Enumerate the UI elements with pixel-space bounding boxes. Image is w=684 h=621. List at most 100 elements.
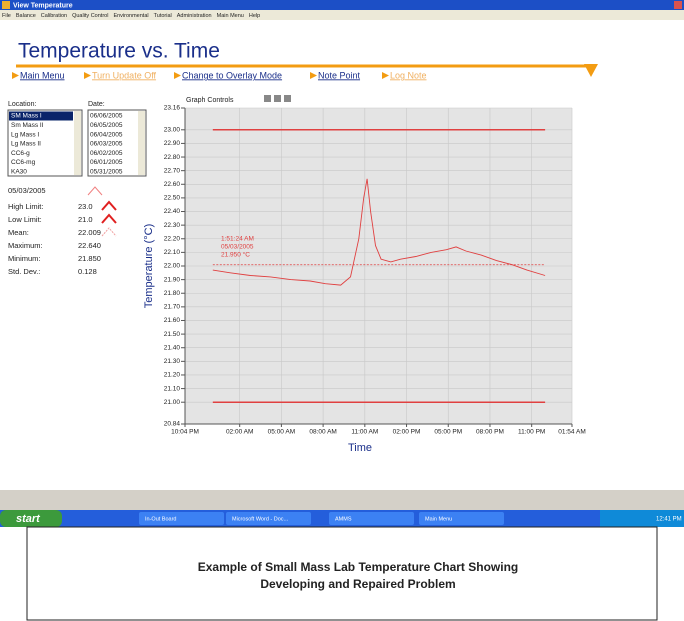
x-tick-label: 05:00 PM	[434, 429, 462, 436]
list-item[interactable]: Lg Mass I	[11, 131, 39, 138]
y-tick-label: 21.70	[164, 304, 181, 311]
location-list[interactable]	[7, 109, 83, 177]
temperature-line	[212, 178, 546, 286]
x-tick-label: 01:54 AM	[558, 429, 585, 436]
list-item[interactable]: Sm Mass II	[11, 122, 44, 129]
stat-label: Minimum:	[8, 254, 41, 263]
link-arrow	[382, 72, 389, 79]
x-tick-label: 05:00 AM	[268, 429, 295, 436]
title-bar	[0, 0, 684, 10]
y-tick-label: 21.40	[164, 344, 181, 351]
page-title: Temperature vs. Time	[18, 40, 220, 63]
y-tick-label: 22.00	[164, 263, 181, 270]
graph-control-button[interactable]	[274, 95, 281, 102]
y-tick-label: 21.60	[164, 317, 181, 324]
x-tick-label: 02:00 AM	[226, 429, 253, 436]
list-item[interactable]: 06/02/2005	[90, 150, 123, 157]
date-list[interactable]	[87, 109, 147, 177]
list-item[interactable]: KA30	[11, 169, 27, 176]
menu-item[interactable]: Administration	[177, 13, 212, 19]
y-tick-label: 22.90	[164, 140, 181, 147]
list-item[interactable]: 05/31/2005	[90, 169, 123, 176]
y-tick-label: 21.10	[164, 385, 181, 392]
scrollbar[interactable]	[74, 111, 81, 175]
y-tick-label: 21.30	[164, 358, 181, 365]
nav-link[interactable]: Change to Overlay Mode	[182, 70, 282, 80]
scrollbar[interactable]	[138, 111, 145, 175]
stat-label: Maximum:	[8, 241, 43, 250]
y-axis-label: Temperature (°C)	[143, 224, 155, 308]
list-item[interactable]: 06/06/2005	[90, 113, 123, 120]
list-item[interactable]: CC6-g	[11, 150, 30, 157]
app-footer	[0, 490, 684, 510]
stat-label: Mean:	[8, 228, 29, 237]
list-item[interactable]: Lg Mass II	[11, 141, 41, 148]
annotation: 05/03/2005	[221, 244, 254, 251]
y-tick-label: 22.30	[164, 222, 181, 229]
list-item[interactable]: 06/01/2005	[90, 159, 123, 166]
menu-item[interactable]: Balance	[16, 13, 36, 19]
caption-box	[26, 526, 658, 621]
nav-link[interactable]: Log Note	[390, 70, 427, 80]
x-tick-label: 02:00 PM	[393, 429, 421, 436]
nav-link[interactable]: Note Point	[318, 70, 361, 80]
stat-value: 21.850	[78, 254, 101, 263]
close-button[interactable]	[674, 1, 682, 9]
menu-item[interactable]: Tutorial	[154, 13, 172, 19]
annotation: 1:51:24 AM	[221, 236, 254, 243]
stat-value: 21.0	[78, 215, 93, 224]
start-button[interactable]	[0, 510, 62, 527]
x-axis-label: Time	[348, 442, 372, 454]
graph-control-button[interactable]	[264, 95, 271, 102]
stats-date: 05/03/2005	[8, 186, 46, 195]
y-tick-label: 22.10	[164, 249, 181, 256]
y-tick-label: 22.20	[164, 235, 181, 242]
list-item[interactable]: 06/03/2005	[90, 141, 123, 148]
y-tick-label: 21.90	[164, 276, 181, 283]
y-tick-label: 21.20	[164, 372, 181, 379]
task-button[interactable]	[139, 512, 224, 525]
y-tick-label: 21.80	[164, 290, 181, 297]
y-tick-label: 22.60	[164, 181, 181, 188]
y-tick-label: 23.00	[164, 127, 181, 134]
list-item[interactable]: CC6-mg	[11, 159, 36, 166]
list-item[interactable]: SM Mass I	[11, 113, 42, 120]
stat-label: Low Limit:	[8, 215, 42, 224]
location-label: Location:	[8, 101, 36, 108]
menu-item[interactable]: Main Menu	[217, 13, 244, 19]
tray	[600, 510, 684, 527]
list-item[interactable]: 06/05/2005	[90, 122, 123, 129]
x-tick-label: 11:00 AM	[351, 429, 378, 436]
link-arrow	[174, 72, 181, 79]
graph-control-button[interactable]	[284, 95, 291, 102]
menu-item[interactable]: Calibration	[41, 13, 67, 19]
task-button[interactable]	[329, 512, 414, 525]
annotation: 21.950 °C	[221, 251, 250, 259]
y-tick-label: 22.40	[164, 208, 181, 215]
y-tick-label: 22.80	[164, 154, 181, 161]
x-tick-label: 08:00 AM	[309, 429, 336, 436]
wave-icon	[101, 227, 117, 237]
menu-item[interactable]: Environmental	[113, 13, 148, 19]
y-tick-label: 22.50	[164, 195, 181, 202]
menu-item[interactable]: File	[2, 13, 11, 19]
nav-link[interactable]: Turn Update Off	[92, 70, 157, 80]
task-label: In-Out Board	[145, 516, 177, 522]
task-button[interactable]	[226, 512, 311, 525]
stat-value: 0.128	[78, 267, 97, 276]
menu-item[interactable]: Help	[249, 13, 260, 19]
selected-row	[9, 111, 73, 121]
task-label: Microsoft Word - Doc...	[232, 516, 289, 522]
wave-icon	[101, 213, 117, 224]
nav-link[interactable]: Main Menu	[20, 70, 65, 80]
task-button[interactable]	[419, 512, 504, 525]
y-tick-label: 21.50	[164, 331, 181, 338]
window-title: View Temperature	[13, 2, 73, 9]
y-tick-label: 23.16	[164, 105, 181, 112]
stat-value: 23.0	[78, 202, 93, 211]
list-item[interactable]: 06/04/2005	[90, 131, 123, 138]
menu-item[interactable]: Quality Control	[72, 13, 108, 19]
stat-value: 22.640	[78, 241, 101, 250]
wave-icon	[87, 186, 103, 196]
